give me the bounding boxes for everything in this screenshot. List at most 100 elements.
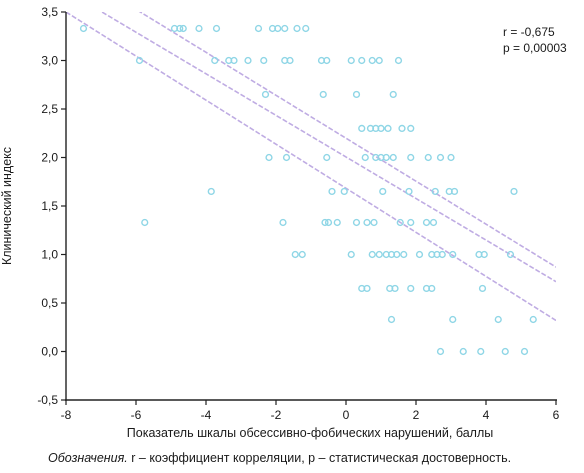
data-point [282, 153, 291, 162]
x-tick-label: 6 [553, 408, 560, 422]
data-point [323, 56, 331, 65]
data-point [407, 153, 415, 162]
x-tick-label: -6 [131, 408, 142, 422]
data-point [368, 56, 376, 65]
data-point [375, 56, 383, 65]
data-point [407, 284, 415, 293]
y-tick-label: 1,5 [41, 199, 58, 213]
data-point [436, 153, 445, 162]
x-tick-label: -8 [61, 408, 72, 422]
data-point [393, 250, 401, 259]
data-point [324, 218, 333, 227]
x-tick-label: 2 [413, 408, 420, 422]
data-point [302, 24, 310, 33]
data-point [375, 250, 383, 259]
confidence-upper-line [138, 12, 556, 268]
data-point [422, 218, 431, 227]
confidence-lower-line [66, 12, 556, 322]
data-point [447, 153, 455, 162]
data-point [449, 250, 457, 259]
y-tick-label: 2,5 [41, 102, 58, 116]
data-point [368, 250, 376, 259]
data-point [391, 284, 399, 293]
y-tick-label: 3,0 [41, 54, 58, 68]
data-point [506, 250, 515, 259]
stat-p: p = 0,00003 [503, 41, 567, 55]
data-point [254, 24, 263, 33]
data-point [424, 153, 432, 162]
data-point [79, 24, 88, 33]
data-point [286, 56, 294, 65]
y-axis-title: Клинический индекс [0, 147, 14, 265]
data-point [328, 187, 336, 196]
data-point [405, 187, 413, 196]
y-tick-label: 3,5 [41, 5, 58, 19]
stat-r: r = -0,675 [503, 25, 555, 39]
data-point [415, 250, 424, 259]
data-point [207, 187, 215, 196]
data-point [358, 124, 366, 132]
data-point [281, 24, 289, 33]
data-point [298, 250, 306, 259]
data-point [135, 56, 144, 65]
data-point [480, 250, 488, 259]
data-point [477, 347, 485, 356]
data-point [501, 347, 509, 356]
data-point [398, 124, 406, 132]
x-tick-label: 4 [483, 408, 490, 422]
data-point [396, 218, 404, 227]
data-point [428, 284, 436, 293]
data-point [319, 90, 327, 99]
y-tick-label: 2,0 [41, 151, 58, 165]
data-point [230, 56, 238, 65]
data-point [400, 250, 408, 259]
x-tick-label: -4 [201, 408, 212, 422]
data-point [347, 250, 355, 259]
data-point [370, 218, 378, 227]
data-point [459, 347, 467, 356]
data-point [431, 187, 439, 196]
data-point [394, 56, 403, 65]
data-point [510, 187, 518, 196]
data-point [141, 218, 149, 227]
footnote-label: Обозначения. [48, 451, 128, 465]
data-point [449, 315, 457, 324]
data-point [520, 347, 529, 356]
x-tick-label: -2 [271, 408, 282, 422]
footnote-text: r – коэффициент корреляции, p – статисти… [127, 451, 512, 465]
data-point [478, 284, 487, 293]
data-point [450, 187, 459, 196]
data-point [293, 24, 301, 33]
data-point [494, 315, 502, 324]
data-point [358, 56, 366, 65]
data-point [363, 218, 371, 227]
x-tick-label: 0 [343, 408, 350, 422]
data-point [382, 153, 390, 162]
data-point [274, 24, 282, 33]
data-point [261, 90, 270, 99]
y-tick-label: 0,5 [41, 296, 58, 310]
data-point [333, 218, 341, 227]
data-point [211, 56, 219, 65]
data-point [389, 90, 397, 99]
data-point [352, 218, 361, 227]
data-point [361, 153, 369, 162]
data-point [323, 153, 331, 162]
data-point [340, 187, 348, 196]
data-point [244, 56, 252, 65]
footnote: Обозначения. r – коэффициент корреляции,… [48, 451, 511, 465]
regression-line [100, 12, 556, 283]
data-point [529, 315, 537, 324]
data-point [212, 24, 221, 33]
data-point [438, 250, 446, 259]
data-point [347, 56, 355, 65]
data-point [179, 24, 187, 33]
y-tick-label: 0,0 [41, 345, 58, 359]
data-point [384, 124, 392, 132]
data-point [379, 187, 387, 196]
data-point [407, 218, 415, 227]
data-point [352, 90, 361, 99]
data-point [195, 24, 203, 33]
data-point [291, 250, 299, 259]
